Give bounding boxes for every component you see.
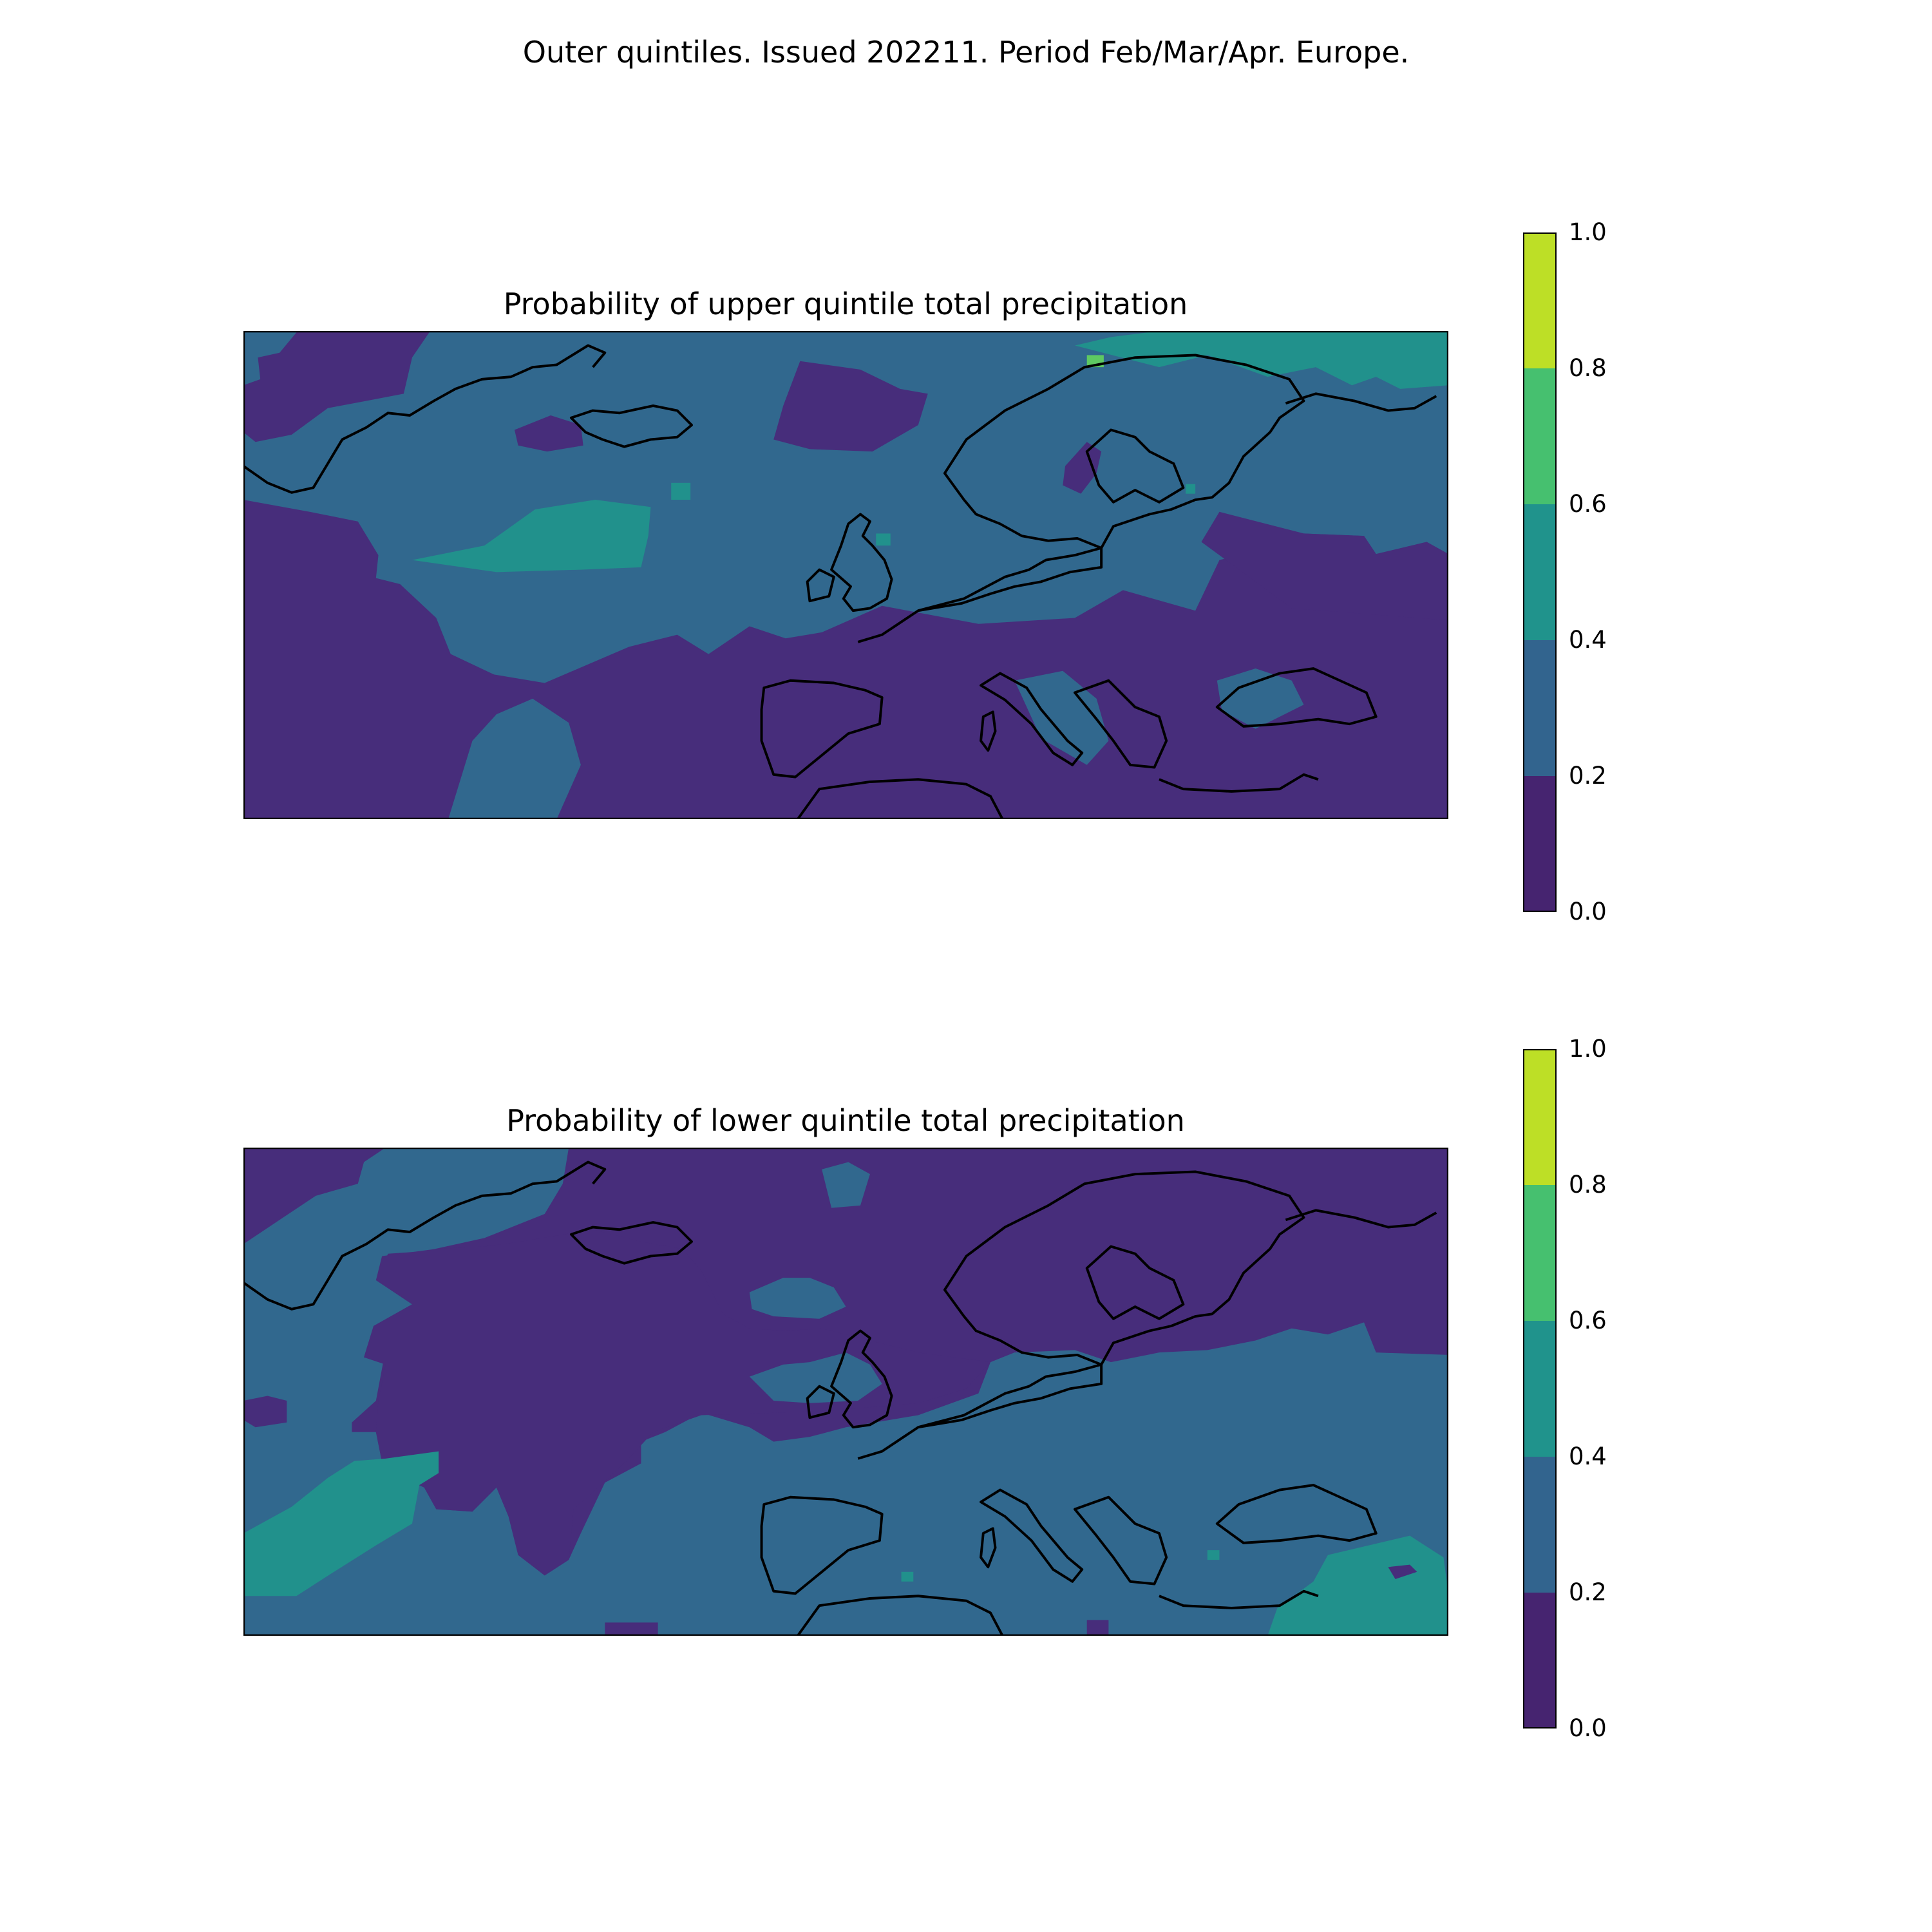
probability-fields: [243, 1148, 1448, 1636]
colorbar-bin-0.8-1.0: [1523, 232, 1557, 368]
kola-coast: [1285, 392, 1437, 412]
lower-colorbar-tick-0.0: 0.0: [1569, 1714, 1607, 1742]
corsica-sardinia: [980, 710, 997, 752]
field-mid-barents: [822, 1162, 870, 1208]
field-low-north-africa: [605, 1622, 658, 1636]
upper-colorbar-tick-1.0: 1.0: [1569, 218, 1607, 246]
field-mid-adriatic: [1014, 670, 1109, 765]
field-high-barents: [1074, 331, 1448, 389]
field-low-north-atlantic: [773, 361, 928, 452]
greenland-coast: [243, 344, 607, 494]
black-sea-coast: [1215, 1484, 1378, 1544]
north-africa-coast: [797, 1595, 1004, 1636]
colorbar-frame: [1523, 232, 1557, 912]
field-low-south-atlantic-edge: [243, 1396, 287, 1428]
balkans-coast: [1074, 679, 1168, 769]
lower-colorbar-tick-0.8: 0.8: [1569, 1171, 1607, 1198]
field-high-aegean: [1207, 1550, 1220, 1560]
colorbar-bin-0.4-0.6: [1523, 1321, 1557, 1457]
baltic-coast: [1085, 1245, 1185, 1320]
colorbar-bin-0.2-0.4: [1523, 640, 1557, 776]
colorbar-bin-0.6-0.8: [1523, 368, 1557, 504]
field-mid-azores: [448, 698, 581, 819]
colorbar-bin-0.4-0.6: [1523, 504, 1557, 640]
field-high-north-atlantic: [412, 500, 651, 573]
iberia-coast: [760, 1495, 884, 1595]
iceland-coast: [569, 404, 693, 448]
coastlines: [243, 1160, 1437, 1636]
field-low-mid-atlantic: [364, 1229, 991, 1576]
colorbar-bin-0.2-0.4: [1523, 1457, 1557, 1593]
field-mid-iberia: [749, 1352, 882, 1403]
corsica-sardinia: [980, 1527, 997, 1569]
colorbar-bin-0.0-0.2: [1523, 1593, 1557, 1728]
colorbar-bin-0.0-0.2: [1523, 776, 1557, 912]
upper-colorbar-tick-0.4: 0.4: [1569, 626, 1607, 654]
ireland-coast: [806, 568, 835, 603]
coastlines: [243, 344, 1437, 819]
field-mid-shetland: [749, 1278, 846, 1319]
continent-coast: [857, 1363, 1103, 1460]
field-high-sardinia: [901, 1571, 914, 1582]
black-sea-coast: [1215, 667, 1378, 728]
scandinavia-coast: [943, 1170, 1305, 1366]
colorbar-bin-0.6-0.8: [1523, 1185, 1557, 1321]
field-low-levant-hole: [1388, 1564, 1417, 1580]
iberia-coast: [760, 679, 884, 779]
lower-colorbar-tick-0.2: 0.2: [1569, 1578, 1607, 1606]
upper-panel-title: Probability of upper quintile total prec…: [503, 287, 1188, 321]
lower-colorbar-tick-0.6: 0.6: [1569, 1307, 1607, 1334]
balkans-coast: [1074, 1495, 1168, 1586]
field-low-iceland: [514, 415, 583, 452]
field-low-west: [243, 331, 431, 442]
field-high-faroe: [671, 482, 691, 500]
lower-colorbar-tick-1.0: 1.0: [1569, 1035, 1607, 1063]
field-low-crete: [1086, 1620, 1109, 1636]
turkey-coast: [1159, 773, 1319, 793]
lower-colorbar-tick-0.4: 0.4: [1569, 1443, 1607, 1470]
field-high-north-sea: [876, 533, 891, 546]
upper-colorbar-tick-0.0: 0.0: [1569, 898, 1607, 925]
upper-colorbar: [1523, 232, 1557, 912]
ireland-coast: [806, 1385, 835, 1419]
field-low-east: [1201, 511, 1448, 621]
continent-coast: [857, 546, 1103, 643]
field-low-sweden: [1063, 442, 1102, 494]
lower-quintile-map: [243, 1148, 1448, 1636]
colorbar-frame: [1523, 1049, 1557, 1728]
probability-fields: [243, 331, 1448, 819]
field-high-sw: [243, 1451, 439, 1596]
italy-coast: [980, 1488, 1084, 1583]
upper-colorbar-tick-0.6: 0.6: [1569, 490, 1607, 518]
kola-coast: [1285, 1209, 1437, 1229]
field-high-levant: [1267, 1535, 1448, 1636]
greenland-coast: [243, 1160, 607, 1311]
colorbar-bin-0.8-1.0: [1523, 1049, 1557, 1185]
turkey-coast: [1159, 1589, 1319, 1609]
upper-colorbar-tick-0.8: 0.8: [1569, 354, 1607, 382]
field-mid-black-sea: [1217, 668, 1304, 729]
scandinavia-coast: [943, 354, 1305, 549]
figure-title: Outer quintiles. Issued 202211. Period F…: [522, 35, 1410, 70]
italy-coast: [980, 672, 1084, 766]
upper-colorbar-tick-0.2: 0.2: [1569, 762, 1607, 790]
lower-colorbar: [1523, 1049, 1557, 1728]
upper-quintile-map: [243, 331, 1448, 819]
britain-coast: [830, 1329, 893, 1429]
baltic-coast: [1085, 428, 1185, 504]
field-mid-west: [243, 1148, 1448, 1636]
iceland-coast: [569, 1221, 693, 1265]
north-africa-coast: [797, 778, 1004, 819]
field-high-baltic: [1186, 484, 1196, 494]
lower-panel-title: Probability of lower quintile total prec…: [506, 1103, 1185, 1138]
britain-coast: [830, 513, 893, 612]
